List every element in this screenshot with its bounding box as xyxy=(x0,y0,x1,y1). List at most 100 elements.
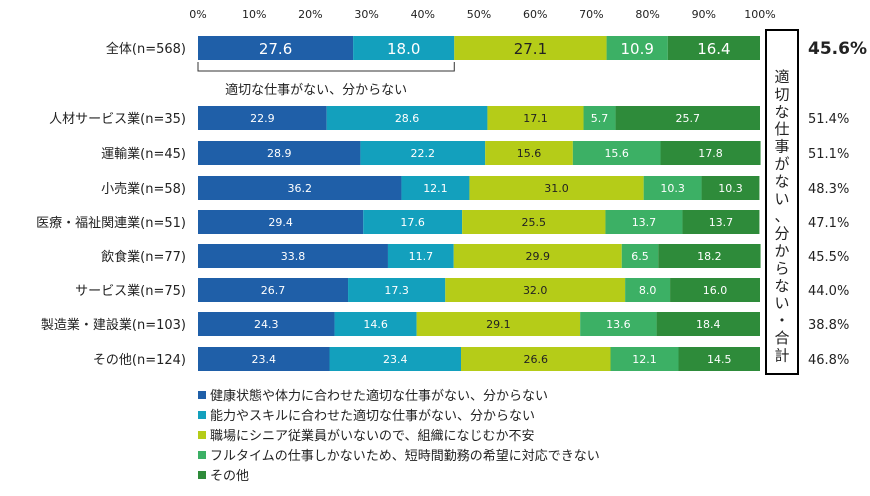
bar-value-label: 36.2 xyxy=(287,182,312,195)
bar-value-label: 12.1 xyxy=(632,353,657,366)
bar-value-label: 17.3 xyxy=(384,284,409,297)
bar-segment xyxy=(610,347,679,371)
bar-value-label: 22.2 xyxy=(411,147,436,160)
bar-segment xyxy=(454,36,607,60)
bar-segment xyxy=(198,312,335,336)
legend-swatch xyxy=(198,451,206,459)
bar-value-label: 13.7 xyxy=(632,216,657,229)
totals-title-char: 、 xyxy=(774,207,789,225)
bar-segment xyxy=(572,141,661,165)
bar-segment xyxy=(198,210,364,234)
bar-value-label: 18.4 xyxy=(696,318,721,331)
bar-value-label: 10.3 xyxy=(660,182,685,195)
bar-value-label: 18.2 xyxy=(697,250,722,263)
bar-segment xyxy=(329,347,462,371)
bar-value-label: 31.0 xyxy=(544,182,569,195)
bar-value-label: 17.1 xyxy=(523,112,548,125)
bar-segment xyxy=(198,36,354,60)
legend-label: その他 xyxy=(210,469,249,484)
bar-value-label: 33.8 xyxy=(281,250,306,263)
bar-segment xyxy=(401,176,470,200)
bar-value-label: 28.9 xyxy=(267,147,292,160)
totals-title-char: が xyxy=(774,155,789,173)
bar-value-label: 23.4 xyxy=(383,353,408,366)
bar-segment xyxy=(198,244,388,268)
category-labels: 全体(n=568) 人材サービス業(n=35) 運輸業(n=45) 小売業(n=58)… xyxy=(36,41,186,368)
bar-value-label: 18.0 xyxy=(387,40,420,58)
bar-value-label: 32.0 xyxy=(523,284,548,297)
total-value: 46.8% xyxy=(808,353,849,368)
legend-swatch xyxy=(198,411,206,419)
legend-swatch xyxy=(198,471,206,479)
bar-segment xyxy=(670,278,760,302)
bar-value-label: 25.5 xyxy=(522,216,547,229)
bar-segment xyxy=(198,141,361,165)
totals-values: 45.6% 51.4% 51.1% 48.3% 47.1% 45.5% 44.0% 38.8%… xyxy=(808,39,867,368)
bar-segment xyxy=(387,244,454,268)
total-value: 48.3% xyxy=(808,182,849,197)
bracket-line xyxy=(197,62,455,72)
bar-value-label: 29.9 xyxy=(525,250,550,263)
category-label: 小売業(n=58) xyxy=(101,181,186,197)
bar-segment xyxy=(363,210,463,234)
bar-value-label: 10.3 xyxy=(718,182,743,195)
totals-title-char: な xyxy=(774,172,789,190)
category-label: その他(n=124) xyxy=(93,353,186,368)
bracket-annotation: 適切な仕事がない、分からない xyxy=(197,62,455,98)
bar-segment xyxy=(583,106,616,130)
category-label: 全体(n=568) xyxy=(106,41,186,57)
bar-segment xyxy=(353,36,455,60)
bar-value-label: 12.1 xyxy=(423,182,448,195)
totals-title-char: 計 xyxy=(774,346,789,364)
bar-value-label: 22.9 xyxy=(250,112,275,125)
bar-value-label: 14.5 xyxy=(707,353,732,366)
bar-value-label: 8.0 xyxy=(639,284,657,297)
bar-segment xyxy=(461,347,611,371)
legend-label: 職場にシニア従業員がいないので、組織になじむか不安 xyxy=(210,428,534,444)
x-tick-label: 60% xyxy=(523,8,547,21)
bar-segment xyxy=(445,278,626,302)
x-tick-label: 20% xyxy=(298,8,322,21)
total-value: 51.4% xyxy=(808,112,849,127)
bar-segment xyxy=(678,347,760,371)
bar-value-label: 13.7 xyxy=(709,216,734,229)
bar-value-label: 13.6 xyxy=(606,318,631,331)
x-tick-label: 10% xyxy=(242,8,266,21)
bar-value-label: 24.3 xyxy=(254,318,279,331)
bar-segment xyxy=(667,36,760,60)
bar-segment xyxy=(334,312,417,336)
bar-segment xyxy=(701,176,760,200)
bar-segment xyxy=(326,106,488,130)
bar-segment xyxy=(485,141,573,165)
bar-value-label: 25.7 xyxy=(676,112,701,125)
bar-segment xyxy=(615,106,760,130)
category-label: 製造業・建設業(n=103) xyxy=(41,317,186,333)
totals-title-char: 分 xyxy=(774,225,789,243)
x-tick-label: 80% xyxy=(635,8,659,21)
bar-value-label: 5.7 xyxy=(591,112,609,125)
totals-title-char: い xyxy=(774,294,789,312)
x-tick-label: 90% xyxy=(692,8,716,21)
legend-swatch xyxy=(198,431,206,439)
bar-segment xyxy=(660,141,761,165)
total-value: 38.8% xyxy=(808,318,849,333)
bar-value-label: 26.7 xyxy=(261,284,286,297)
totals-title-char: 仕 xyxy=(774,120,789,138)
bar-segment xyxy=(198,278,349,302)
x-tick-label: 50% xyxy=(467,8,491,21)
totals-title-char: ら xyxy=(774,259,789,277)
bar-value-label: 16.0 xyxy=(703,284,728,297)
totals-title-char: い xyxy=(774,190,789,208)
x-tick-label: 0% xyxy=(189,8,206,21)
bar-segment xyxy=(469,176,644,200)
bar-segment xyxy=(658,244,761,268)
bar-value-label: 27.6 xyxy=(259,40,292,58)
bar-segment xyxy=(360,141,486,165)
totals-title-char: か xyxy=(774,242,789,260)
legend-label: 能力やスキルに合わせた適切な仕事がない、分からない xyxy=(210,408,535,424)
legend: 健康状態や体力に合わせた適切な仕事がない、分からない能力やスキルに合わせた適切な… xyxy=(198,388,600,484)
category-label: サービス業(n=75) xyxy=(75,283,186,299)
totals-title-char: 事 xyxy=(774,138,789,156)
